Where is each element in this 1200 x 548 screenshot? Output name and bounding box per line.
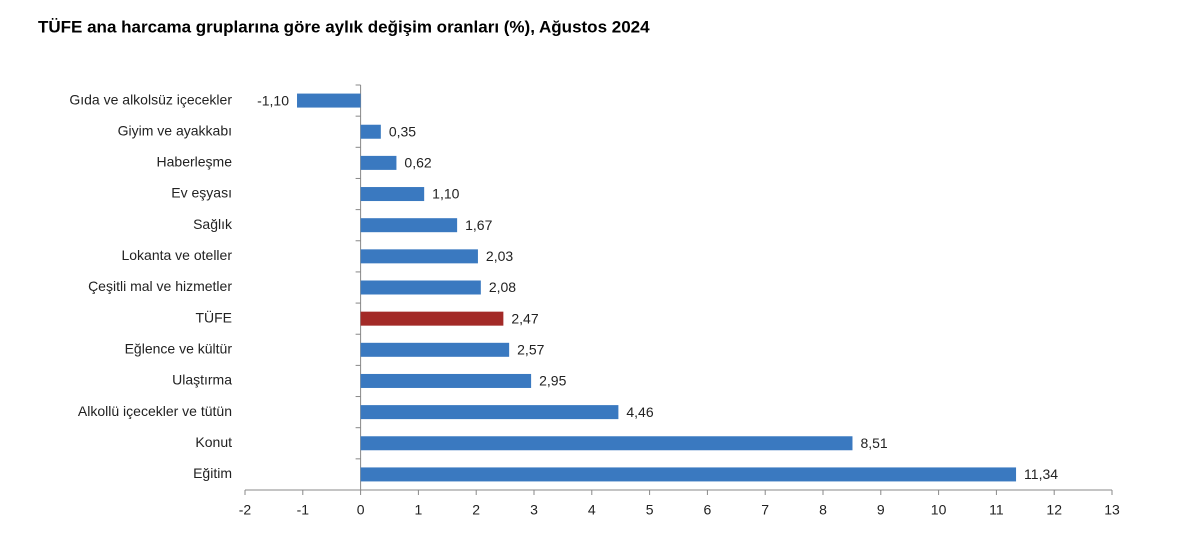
x-tick-label: 7 <box>761 502 769 518</box>
bar <box>360 467 1017 482</box>
value-label: 2,57 <box>517 342 544 358</box>
chart-title: TÜFE ana harcama gruplarına göre aylık d… <box>38 17 650 36</box>
category-label: Alkollü içecekler ve tütün <box>78 403 232 419</box>
bar <box>360 373 532 388</box>
category-label: Giyim ve ayakkabı <box>118 122 232 138</box>
category-label: Ev eşyası <box>171 185 232 201</box>
category-label: Lokanta ve oteller <box>121 247 232 263</box>
x-tick-label: -2 <box>239 502 252 518</box>
bar <box>297 93 361 108</box>
bar <box>360 342 510 357</box>
x-tick-label: 4 <box>588 502 596 518</box>
value-label: 2,47 <box>511 310 538 326</box>
x-tick-label: 13 <box>1104 502 1120 518</box>
x-tick-label: 10 <box>931 502 947 518</box>
category-label: TÜFE <box>195 308 232 325</box>
x-tick-label: 6 <box>704 502 712 518</box>
x-tick-label: 5 <box>646 502 654 518</box>
category-label: Gıda ve alkolsüz içecekler <box>69 91 232 107</box>
category-label: Çeşitli mal ve hizmetler <box>88 278 232 294</box>
value-label: 1,67 <box>465 217 492 233</box>
bar <box>360 311 504 326</box>
x-tick-label: 2 <box>472 502 480 518</box>
category-label: Sağlık <box>193 216 233 232</box>
value-label: 4,46 <box>626 404 653 420</box>
x-tick-label: -1 <box>297 502 310 518</box>
category-label: Konut <box>195 434 232 450</box>
value-label: 8,51 <box>860 435 887 451</box>
x-tick-label: 0 <box>357 502 365 518</box>
category-label: Haberleşme <box>157 154 233 170</box>
bar <box>360 405 619 420</box>
value-label: 0,62 <box>404 155 431 171</box>
x-tick-label: 11 <box>989 502 1004 518</box>
x-tick-label: 12 <box>1046 502 1062 518</box>
value-label: 2,08 <box>489 279 516 295</box>
value-label: 2,03 <box>486 248 513 264</box>
bar <box>360 436 853 451</box>
bar <box>360 155 397 170</box>
bar <box>360 187 425 202</box>
category-label: Eğlence ve kültür <box>125 341 233 357</box>
x-tick-label: 8 <box>819 502 827 518</box>
x-tick-label: 9 <box>877 502 885 518</box>
value-label: 0,35 <box>389 123 416 139</box>
bar <box>360 218 458 233</box>
bar <box>360 249 478 264</box>
bar <box>360 124 381 139</box>
value-label: -1,10 <box>257 92 289 108</box>
x-tick-label: 1 <box>415 502 423 518</box>
category-label: Eğitim <box>193 465 232 481</box>
bar <box>360 280 481 295</box>
value-label: 1,10 <box>432 186 459 202</box>
value-label: 2,95 <box>539 373 566 389</box>
category-label: Ulaştırma <box>172 372 232 388</box>
x-tick-label: 3 <box>530 502 538 518</box>
value-label: 11,34 <box>1024 466 1058 482</box>
